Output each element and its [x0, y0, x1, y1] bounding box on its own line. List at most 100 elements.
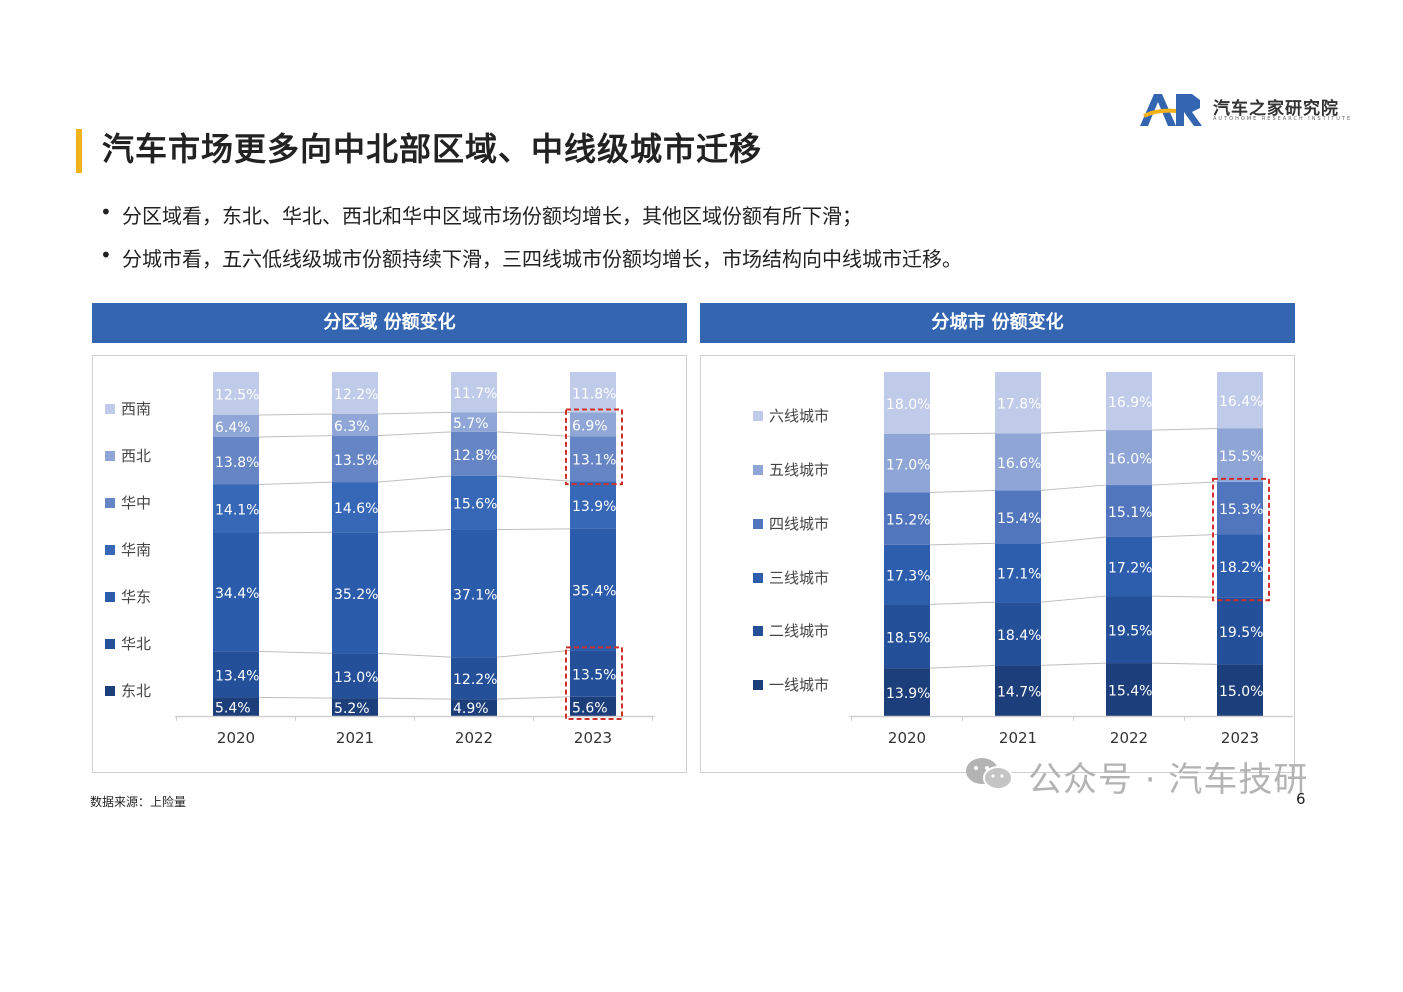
wechat-icon — [964, 755, 1016, 797]
data-label: 14.7% — [997, 685, 1041, 701]
data-label: 15.0% — [1219, 684, 1263, 700]
region-chart-panel: 5.4% 13.4% 34.4% 14.1% 13.8% 6.4% 12.5% 5.2% 13.… — [92, 355, 687, 773]
bar-segment — [995, 665, 1041, 716]
bar-segment — [451, 699, 497, 716]
series-connector — [1151, 662, 1218, 665]
bar-segment — [570, 412, 616, 437]
legend-swatch — [753, 519, 763, 529]
legend-swatch — [105, 686, 115, 696]
bar-segment — [1217, 372, 1263, 429]
data-label: 16.6% — [997, 456, 1041, 472]
legend-swatch — [753, 573, 763, 583]
series-connector — [1151, 481, 1218, 486]
data-label: 14.1% — [215, 503, 259, 519]
data-label: 17.8% — [997, 397, 1041, 413]
bar-segment — [995, 490, 1041, 544]
bullet-item: • 分区域看，东北、华北、西北和华中区域市场份额均增长，其他区域份额有所下滑； — [100, 200, 962, 229]
page-number: 6 — [1296, 790, 1306, 808]
bullet-dot: • — [100, 200, 112, 224]
data-label: 19.5% — [1108, 624, 1152, 640]
data-label: 17.3% — [886, 569, 930, 585]
legend-label: 五线城市 — [769, 461, 829, 479]
bar-segment — [995, 433, 1041, 491]
data-label: 5.7% — [453, 416, 489, 432]
logo-text: 汽车之家研究院 — [1213, 99, 1339, 119]
bar-segment — [332, 532, 378, 654]
data-label: 5.2% — [334, 701, 370, 717]
data-label: 15.1% — [1108, 505, 1152, 521]
bar-segment — [570, 436, 616, 482]
data-label: 13.8% — [215, 455, 259, 471]
data-label: 13.5% — [572, 668, 616, 684]
city-share-chart: 13.9% 18.5% 17.3% 15.2% 17.0% 18.0% 14.7% 18.4%… — [753, 372, 1296, 747]
legend-label: 四线城市 — [769, 515, 829, 533]
bar-segment — [213, 532, 259, 652]
logo-subtext: AUTOHOME RESEARCH INSTITUTE — [1213, 116, 1353, 122]
data-label: 13.9% — [572, 499, 616, 515]
data-label: 35.2% — [334, 587, 378, 603]
legend-swatch — [753, 465, 763, 475]
series-connector — [929, 542, 996, 546]
data-label: 13.4% — [215, 668, 259, 684]
region-chart-header: 分区域 份额变化 — [92, 303, 687, 343]
legend-label: 西北 — [121, 447, 151, 465]
bar-segment — [570, 528, 616, 651]
bar-segment — [1217, 534, 1263, 598]
title-accent-bar — [76, 129, 82, 173]
bar-segment — [1217, 428, 1263, 482]
bar-segment — [332, 413, 378, 436]
data-label: 17.1% — [997, 567, 1041, 583]
bar-segment — [884, 544, 930, 605]
series-connector — [496, 696, 571, 700]
series-connector — [929, 432, 996, 435]
series-connector — [377, 652, 452, 658]
series-connector — [377, 697, 452, 700]
x-tick-label: 2021 — [999, 729, 1037, 747]
data-label: 17.2% — [1108, 561, 1152, 577]
data-label: 13.9% — [886, 686, 930, 702]
bullet-item: • 分城市看，五六低线级城市份额持续下滑，三四线城市份额均增长，市场结构向中线城… — [100, 243, 962, 272]
bar-segment — [1106, 663, 1152, 716]
data-label: 15.3% — [1219, 502, 1263, 518]
legend-label: 一线城市 — [769, 676, 829, 694]
bar-segment — [332, 372, 378, 414]
data-label: 16.9% — [1108, 395, 1152, 411]
bar-segment — [332, 653, 378, 699]
data-label: 15.5% — [1219, 449, 1263, 465]
series-connector — [1040, 484, 1107, 491]
series-connector — [496, 431, 571, 437]
data-label: 35.4% — [572, 584, 616, 600]
legend-swatch — [105, 404, 115, 414]
bar-segment — [1106, 596, 1152, 664]
logo-mark-icon — [1140, 94, 1202, 126]
data-label: 34.4% — [215, 586, 259, 602]
data-label: 6.9% — [572, 418, 608, 434]
bullet-text: 分区域看，东北、华北、西北和华中区域市场份额均增长，其他区域份额有所下滑； — [122, 204, 862, 228]
data-label: 14.6% — [334, 501, 378, 517]
series-connector — [1151, 427, 1218, 431]
bar-segment — [884, 433, 930, 493]
x-tick-label: 2022 — [455, 729, 493, 747]
legend-swatch — [105, 498, 115, 508]
legend-swatch — [753, 411, 763, 421]
region-share-chart: 5.4% 13.4% 34.4% 14.1% 13.8% 6.4% 12.5% 5.2% 13.… — [105, 372, 655, 747]
data-label: 15.4% — [1108, 684, 1152, 700]
bar-segment — [884, 372, 930, 434]
data-label: 11.7% — [453, 386, 497, 402]
bar-segment — [1106, 372, 1152, 431]
data-label: 16.4% — [1219, 394, 1263, 410]
data-label: 37.1% — [453, 587, 497, 603]
data-label: 12.5% — [215, 388, 259, 404]
bar-segment — [570, 372, 616, 413]
x-tick-label: 2023 — [1221, 729, 1259, 747]
series-connector — [377, 431, 452, 437]
bullet-text: 分城市看，五六低线级城市份额持续下滑，三四线城市份额均增长，市场结构向中线城市迁… — [122, 247, 962, 271]
legend-swatch — [105, 451, 115, 461]
legend-label: 华北 — [121, 635, 151, 653]
bar-segment — [451, 657, 497, 700]
bar-segment — [1217, 597, 1263, 665]
bar-segment — [332, 482, 378, 533]
legend-swatch — [105, 592, 115, 602]
series-connector — [1151, 534, 1218, 538]
x-tick-label: 2022 — [1110, 729, 1148, 747]
